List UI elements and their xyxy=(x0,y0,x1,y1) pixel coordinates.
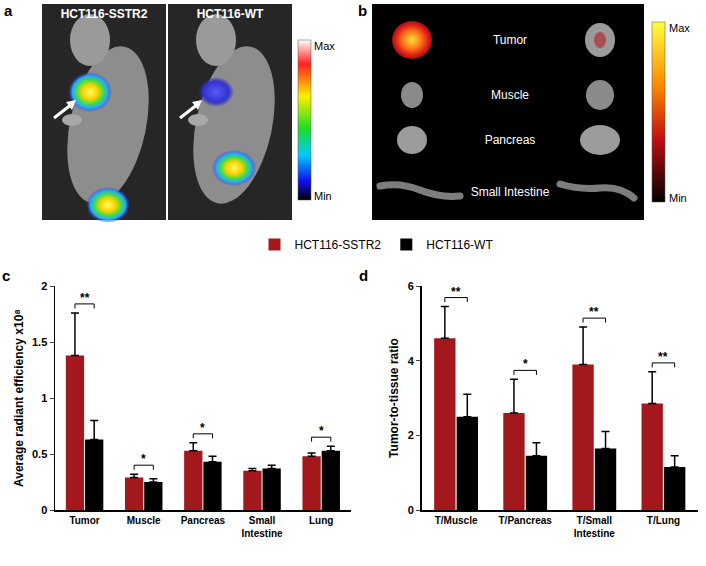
svg-text:T/Lung: T/Lung xyxy=(647,515,680,526)
svg-text:Average radiant efficiency x10: Average radiant efficiency x10⁸ xyxy=(12,309,26,487)
svg-text:a: a xyxy=(4,2,13,19)
svg-text:**: ** xyxy=(80,291,90,305)
svg-text:**: ** xyxy=(589,305,599,319)
svg-text:c: c xyxy=(2,267,10,284)
svg-text:Muscle: Muscle xyxy=(491,88,529,102)
svg-text:Min: Min xyxy=(669,192,687,204)
svg-text:Tumor: Tumor xyxy=(493,33,527,47)
svg-text:d: d xyxy=(359,267,368,284)
svg-text:*: * xyxy=(141,452,146,466)
svg-text:SmallIntestine: SmallIntestine xyxy=(241,515,283,539)
svg-text:Lung: Lung xyxy=(309,515,333,526)
svg-text:HCT116-SSTR2: HCT116-SSTR2 xyxy=(295,238,382,252)
svg-text:Max: Max xyxy=(314,40,335,52)
svg-text:Tumor: Tumor xyxy=(69,515,99,526)
svg-text:*: * xyxy=(200,421,205,435)
svg-text:1.5: 1.5 xyxy=(32,336,47,348)
svg-text:HCT116-SSTR2: HCT116-SSTR2 xyxy=(61,7,148,21)
svg-text:0: 0 xyxy=(41,504,47,516)
svg-text:Max: Max xyxy=(669,22,690,34)
svg-text:Muscle: Muscle xyxy=(127,515,161,526)
svg-text:**: ** xyxy=(658,350,668,364)
svg-text:Min: Min xyxy=(314,190,332,202)
svg-text:**: ** xyxy=(451,285,461,299)
svg-text:Tumor-to-tissue ratio: Tumor-to-tissue ratio xyxy=(387,338,401,458)
svg-text:0.5: 0.5 xyxy=(32,448,47,460)
svg-text:*: * xyxy=(523,357,528,371)
svg-text:Pancreas: Pancreas xyxy=(181,515,226,526)
svg-text:T/Pancreas: T/Pancreas xyxy=(499,515,553,526)
svg-text:2: 2 xyxy=(41,280,47,292)
svg-text:b: b xyxy=(358,2,367,19)
svg-text:6: 6 xyxy=(408,280,414,292)
svg-text:HCT116-WT: HCT116-WT xyxy=(426,238,493,252)
svg-text:Pancreas: Pancreas xyxy=(485,133,536,147)
svg-text:Small Intestine: Small Intestine xyxy=(471,185,550,199)
svg-text:2: 2 xyxy=(408,429,414,441)
svg-text:T/Muscle: T/Muscle xyxy=(435,515,478,526)
svg-text:*: * xyxy=(319,424,324,438)
svg-text:HCT116-WT: HCT116-WT xyxy=(197,7,264,21)
svg-text:1: 1 xyxy=(41,392,47,404)
svg-text:T/SmallIntestine: T/SmallIntestine xyxy=(574,515,616,539)
svg-text:4: 4 xyxy=(408,355,415,367)
svg-text:0: 0 xyxy=(408,504,414,516)
